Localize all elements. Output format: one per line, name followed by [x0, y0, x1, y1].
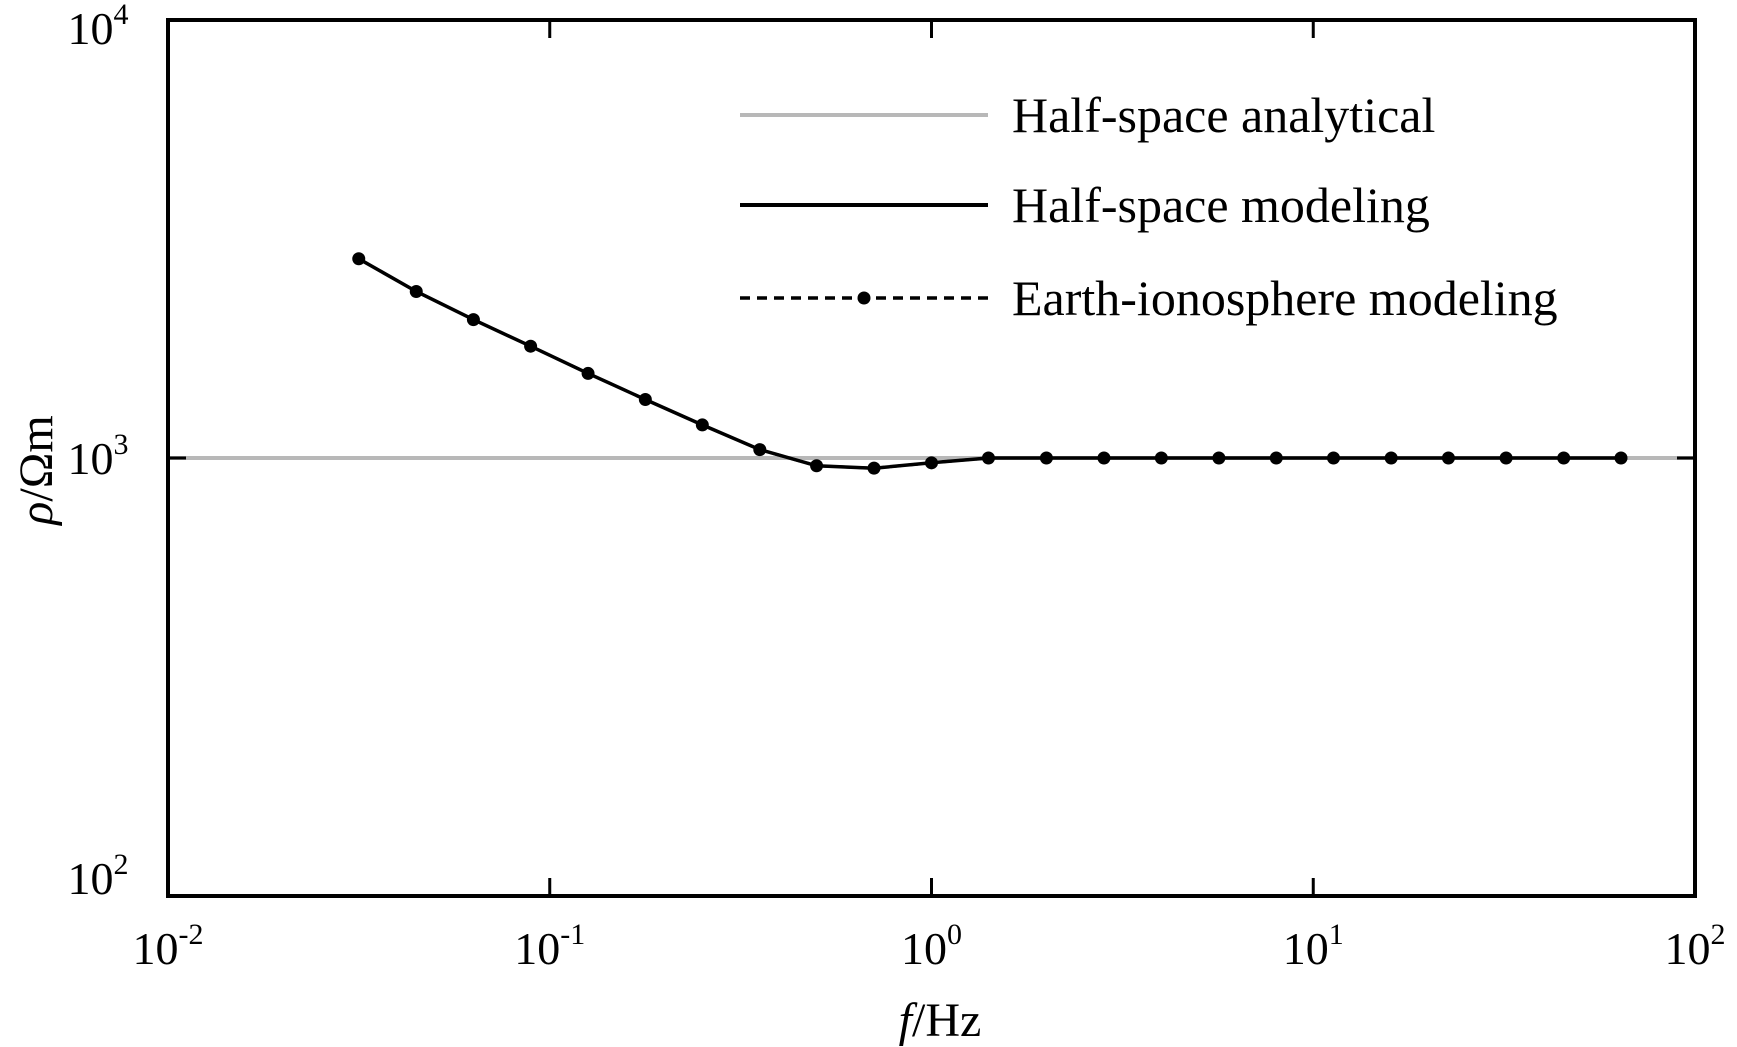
series-point: [1327, 451, 1341, 465]
legend-label: Half-space analytical: [1012, 87, 1435, 143]
legend-marker: [857, 291, 871, 305]
series-point: [1384, 451, 1398, 465]
x-tick-label-base: 10: [514, 923, 560, 974]
y-tick-label-base: 10: [68, 3, 114, 54]
legend-label: Earth-ionosphere modeling: [1012, 270, 1558, 326]
x-tick-label-base: 10: [1283, 923, 1329, 974]
x-tick-label-exp: 0: [947, 918, 962, 951]
series-point: [925, 456, 938, 470]
series-point: [695, 418, 709, 432]
y-tick-label-exp: 3: [114, 428, 129, 461]
x-tick-label: 10-2: [133, 918, 204, 974]
x-tick-label-exp: -2: [179, 918, 204, 951]
x-axis-label-unit: /Hz: [912, 994, 981, 1047]
x-tick-label: 102: [1665, 918, 1726, 974]
y-tick-label-exp: 4: [114, 0, 129, 31]
series-point: [1039, 451, 1053, 465]
y-tick-label-base: 10: [68, 853, 114, 904]
x-tick-label: 100: [901, 918, 962, 974]
series-point: [1154, 451, 1168, 465]
series-point: [1499, 451, 1513, 465]
x-tick-label-exp: -1: [560, 918, 585, 951]
series-point: [1212, 451, 1226, 465]
legend-label: Half-space modeling: [1012, 177, 1430, 233]
y-axis-label-unit: /Ωm: [10, 415, 63, 501]
y-tick-label: 102: [68, 848, 129, 904]
series-point: [1441, 451, 1455, 465]
series-point: [352, 252, 366, 266]
x-tick-label-exp: 2: [1711, 918, 1726, 951]
y-tick-label: 103: [68, 428, 129, 484]
series-point: [524, 339, 538, 353]
series-point: [867, 461, 881, 475]
series-point: [981, 451, 995, 465]
x-tick-label-exp: 1: [1329, 918, 1344, 951]
x-tick-label: 10-1: [514, 918, 585, 974]
series-point: [810, 459, 824, 473]
series-point: [753, 443, 767, 457]
series-point: [1269, 451, 1283, 465]
y-tick-label: 104: [68, 0, 129, 54]
series-2: [352, 252, 1628, 475]
x-axis-label: f/Hz: [899, 994, 982, 1047]
series-point: [1097, 451, 1111, 465]
series-point: [466, 313, 480, 327]
series-point: [1614, 451, 1628, 465]
series-point: [581, 366, 595, 380]
x-tick-label-base: 10: [1665, 923, 1711, 974]
legend: Half-space analytical Half-space modeling…: [740, 87, 1558, 326]
y-tick-label-exp: 2: [114, 848, 129, 881]
series-line-earth-ionosphere: [358, 257, 1621, 470]
series-point: [638, 393, 652, 407]
x-tick-label: 101: [1283, 918, 1344, 974]
series-point: [1557, 451, 1571, 465]
x-tick-label-base: 10: [133, 923, 179, 974]
x-tick-label-base: 10: [901, 923, 947, 974]
y-tick-label-base: 10: [68, 433, 114, 484]
series-point: [409, 284, 423, 298]
y-axis-label: ρ/Ωm: [10, 415, 63, 526]
y-axis-label-symbol: ρ: [10, 502, 63, 527]
plot-layer: [168, 252, 1695, 475]
